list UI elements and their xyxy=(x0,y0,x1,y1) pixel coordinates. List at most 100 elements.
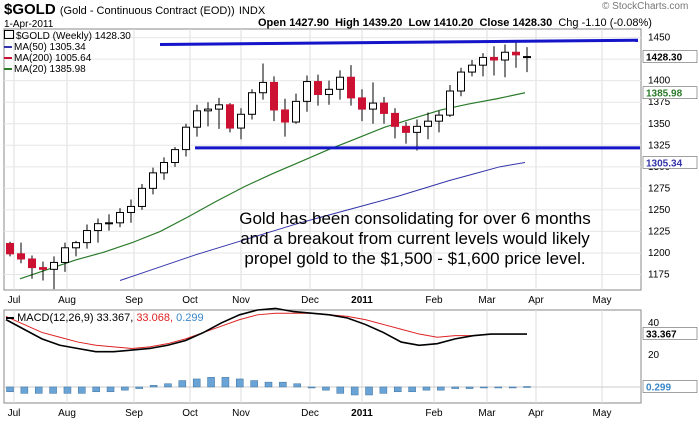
price-x-tick-label: Aug xyxy=(58,295,76,306)
hist-value: 0.299 xyxy=(176,312,204,324)
macd-label: MACD(12,26,9) xyxy=(17,312,94,324)
macd-histogram-bar xyxy=(121,386,129,391)
macd-x-tick-label: 2011 xyxy=(351,408,373,419)
candle-body xyxy=(193,110,201,128)
candle-body xyxy=(226,104,234,129)
ticker-title: $GOLD (Gold - Continuous Contract (EOD))… xyxy=(4,1,265,18)
macd-histogram-bar xyxy=(350,386,359,396)
macd-histogram-bar xyxy=(178,380,187,388)
macd-histogram-bar xyxy=(6,386,14,393)
candle xyxy=(50,256,58,290)
close-price-tag: 1428.30 xyxy=(642,50,698,64)
macd-histogram-bar xyxy=(523,386,531,388)
macd-histogram-bar xyxy=(279,381,287,388)
candle-body xyxy=(204,108,212,112)
macd-plot xyxy=(4,307,641,396)
candle xyxy=(424,112,432,140)
price-legend: $GOLD (Weekly) 1428.30 MA(50) 1305.34 MA… xyxy=(4,30,131,75)
open-label: Open xyxy=(258,17,287,29)
open-value: 1427.90 xyxy=(289,17,329,29)
price-y-tick-label: 1200 xyxy=(648,248,671,259)
candle-body xyxy=(160,162,168,174)
macd-histogram-bar xyxy=(250,380,258,388)
candle-body xyxy=(446,90,454,116)
candle-body xyxy=(61,247,69,263)
candle xyxy=(127,199,135,223)
macd-histogram-bar xyxy=(336,386,345,394)
candle-body xyxy=(281,109,289,123)
macd-x-tick-label: Mar xyxy=(478,408,496,419)
candle-body xyxy=(402,125,410,133)
low-value: 1410.20 xyxy=(433,17,474,29)
ma20-price-tag-text: 1385.98 xyxy=(646,89,683,100)
candle xyxy=(369,82,377,124)
candle xyxy=(490,46,498,76)
candle xyxy=(347,65,355,106)
annotation-line-1: Gold has been consolidating for over 6 m… xyxy=(239,209,591,228)
macd-x-tick-label: May xyxy=(593,408,612,419)
price-x-tick-label: Mar xyxy=(478,295,496,306)
price-x-tick-label: Oct xyxy=(182,295,198,306)
macd-histogram-bar xyxy=(465,386,474,389)
candle-body xyxy=(94,223,102,232)
price-y-tick-label: 1275 xyxy=(648,183,671,194)
price-x-tick-label: Apr xyxy=(528,295,544,306)
macd-histogram-bar xyxy=(437,386,445,391)
ma20-line xyxy=(19,92,526,280)
candle-body xyxy=(413,125,421,133)
candle xyxy=(39,261,47,281)
annotation-text: Gold has been consolidating for over 6 m… xyxy=(205,209,625,269)
macd-histogram-bar xyxy=(63,386,72,394)
candle xyxy=(105,214,113,231)
candle-body xyxy=(215,104,223,110)
macd-y-tick-label: 20 xyxy=(648,350,660,361)
ticker-exchange: INDX xyxy=(238,5,266,17)
ma20-price-tag-box xyxy=(642,86,698,99)
macd-histogram-bar xyxy=(264,381,273,388)
macd-histogram-bar xyxy=(164,383,172,388)
low-label: Low xyxy=(408,17,431,29)
candle xyxy=(325,80,333,105)
ma20-price-tag: 1385.98 xyxy=(642,86,698,100)
candle xyxy=(171,147,179,167)
candle xyxy=(6,241,14,257)
macd-histogram-bar xyxy=(307,386,316,389)
candle xyxy=(270,76,278,122)
ticker-description: (Gold - Continuous Contract (EOD)) xyxy=(59,5,235,17)
candle-body xyxy=(292,100,300,123)
candle-body xyxy=(149,172,157,189)
candle-body xyxy=(259,81,267,94)
macd-hist-tag: 0.299 xyxy=(642,380,698,393)
macd-x-tick-label: Sep xyxy=(125,408,143,419)
macd-histogram-bar xyxy=(480,386,488,389)
candle xyxy=(523,47,531,73)
candle xyxy=(457,67,465,97)
price-x-tick-label: Dec xyxy=(301,295,319,306)
price-y-tick-label: 1450 xyxy=(648,33,671,44)
macd-histogram-bar xyxy=(408,386,416,393)
price-grid xyxy=(3,28,642,404)
candle-body xyxy=(127,205,135,213)
candle xyxy=(94,218,102,243)
ma50-price-tag: 1305.34 xyxy=(642,156,698,170)
ohlc-readout: Open 1427.90 High 1439.20 Low 1410.20 Cl… xyxy=(258,17,652,29)
candle xyxy=(28,255,36,279)
macd-histogram-bar xyxy=(20,386,29,394)
candle-body xyxy=(28,258,36,269)
ma50-price-tag-box xyxy=(642,156,698,169)
candle xyxy=(314,74,322,106)
macd-histogram-bar xyxy=(92,386,100,393)
macd-histogram-bar xyxy=(106,386,115,393)
legend-ma50: MA(50) 1305.34 xyxy=(4,42,131,53)
candle xyxy=(61,242,69,272)
macd-histogram-bar xyxy=(135,386,143,389)
candle xyxy=(413,119,421,151)
macd-histogram-bar xyxy=(34,386,43,394)
price-y-tick-label: 1350 xyxy=(648,119,671,130)
price-panel-frame xyxy=(3,28,642,291)
candle xyxy=(303,75,311,112)
candle-body xyxy=(105,222,113,225)
price-x-tick-label: 2011 xyxy=(351,295,373,306)
price-y-tick-label: 1400 xyxy=(648,76,671,87)
